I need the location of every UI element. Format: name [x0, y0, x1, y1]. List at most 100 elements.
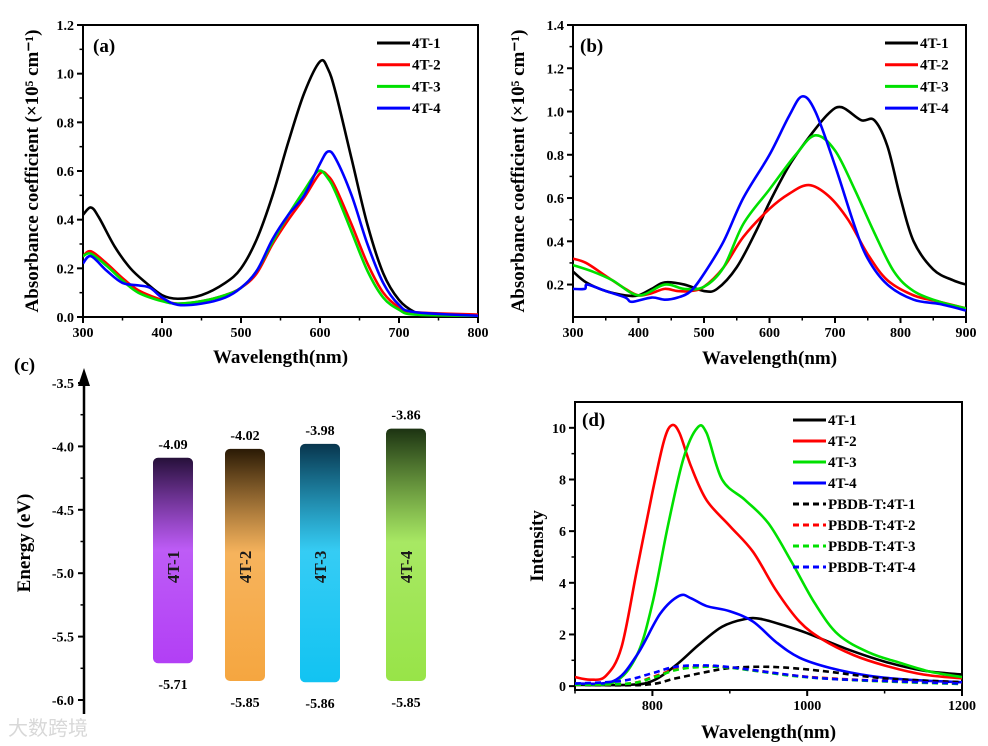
y-tick-label: 0.4: [547, 235, 565, 250]
x-axis-label: Wavelength(nm): [213, 347, 348, 368]
y-tick-label: -6.0: [52, 694, 74, 709]
energy-bar-4t-2: [225, 448, 265, 681]
series-line-pbdb-t-4t-1: [575, 665, 962, 687]
y-tick-label: 1.2: [57, 19, 75, 34]
x-tick-label: 300: [563, 326, 584, 341]
x-tick-label: 500: [231, 326, 252, 341]
y-tick-label: -3.5: [52, 377, 74, 392]
series-line-4t-3: [575, 424, 962, 686]
panel-label: (a): [93, 36, 115, 57]
energy-bar-4t-3: [300, 443, 340, 683]
x-tick-label: 500: [694, 326, 715, 341]
homo-label: -5.85: [391, 696, 420, 711]
x-tick-label: 700: [825, 326, 846, 341]
y-tick-label: 1.2: [547, 62, 565, 77]
watermark: 大数跨境: [8, 716, 88, 740]
y-tick-label: 0.8: [547, 149, 565, 164]
x-tick-label: 600: [759, 326, 780, 341]
y-tick-label: 8: [559, 473, 566, 488]
legend-label: 4T-3: [412, 79, 441, 95]
homo-label: -5.85: [230, 696, 259, 711]
axis-arrow-icon: [78, 368, 90, 386]
series-line-4t-3: [573, 134, 966, 310]
y-axis-label: Energy (eV): [14, 494, 35, 593]
y-tick-label: 0.2: [57, 262, 75, 277]
x-tick-label: 300: [73, 326, 94, 341]
lumo-label: -4.09: [158, 438, 187, 453]
legend-label: PBDB-T:4T-2: [828, 518, 916, 534]
x-axis-label: Wavelength(nm): [701, 722, 836, 743]
series-line-4t-3: [83, 169, 478, 317]
y-axis-label: Intensity: [527, 510, 548, 582]
x-tick-label: 400: [152, 326, 173, 341]
panel-label: (d): [582, 410, 605, 431]
y-tick-label: 10: [552, 422, 566, 437]
legend-label: PBDB-T:4T-3: [828, 539, 916, 555]
y-tick-label: -5.5: [52, 631, 74, 646]
series-group: [83, 58, 478, 317]
x-tick-label: 800: [642, 699, 663, 714]
y-tick-label: 1.0: [57, 68, 75, 83]
plot-frame: [572, 24, 967, 318]
lumo-label: -3.98: [305, 424, 334, 439]
legend-label: 4T-4: [828, 476, 857, 492]
x-tick-label: 1200: [948, 699, 976, 714]
plot-frame: [574, 401, 963, 691]
legend-label: 4T-1: [412, 36, 441, 52]
homo-label: -5.86: [305, 697, 334, 712]
y-tick-label: 0.2: [547, 279, 565, 294]
x-tick-label: 900: [956, 326, 977, 341]
y-tick-label: 1.0: [547, 106, 565, 121]
panel-label: (c): [14, 355, 35, 376]
y-tick-label: -5.0: [52, 567, 74, 582]
series-group: [575, 423, 962, 687]
y-tick-label: 0.6: [57, 165, 75, 180]
y-axis-label: Absorbance coefficient (×10⁵ cm⁻¹): [22, 30, 43, 313]
series-line-4t-1: [573, 105, 966, 298]
legend-label: 4T-1: [828, 413, 857, 429]
legend-label: 4T-3: [920, 79, 949, 95]
x-axis-label: Wavelength(nm): [702, 348, 837, 369]
series-line-4t-1: [83, 58, 478, 317]
series-line-4t-1: [575, 616, 962, 687]
legend-label: 4T-2: [412, 58, 441, 74]
bar-label: 4T-3: [311, 551, 330, 583]
x-tick-label: 800: [890, 326, 911, 341]
panel-d-photoluminescence: 800 1000 1200 0 2 4 6 8 10 Wavelength(nm) Intensit…: [527, 401, 976, 743]
x-tick-label: 600: [310, 326, 331, 341]
series-line-4t-4: [575, 593, 962, 686]
series-line-pbdb-t-4t-3: [575, 665, 962, 687]
energy-bar-4t-4: [386, 428, 426, 681]
series-line-4t-4: [573, 95, 966, 312]
series-line-4t-4: [83, 150, 478, 317]
x-tick-label: 1000: [793, 699, 821, 714]
legend-label: PBDB-T:4T-4: [828, 560, 916, 576]
y-tick-label: 6: [559, 525, 566, 540]
series-line-pbdb-t-4t-4: [575, 664, 962, 685]
x-tick-label: 400: [628, 326, 649, 341]
legend-label: PBDB-T:4T-1: [828, 497, 916, 513]
y-tick-label: 0: [559, 680, 566, 695]
y-tick-label: 1.4: [547, 19, 565, 34]
legend-label: 4T-1: [920, 36, 949, 52]
y-tick-label: 0.0: [57, 311, 75, 326]
bar-label: 4T-1: [164, 551, 183, 583]
panel-a-absorbance-solution: 300 400 500 600 700 800 0.0 0.2 0.4 0.6 0.8 1.0 1.2 W…: [22, 19, 489, 368]
y-tick-label: 2: [559, 628, 566, 643]
legend-label: 4T-2: [920, 58, 949, 74]
x-tick-label: 700: [389, 326, 410, 341]
legend-label: 4T-4: [412, 101, 441, 117]
panel-label: (b): [580, 36, 603, 57]
series-group: [573, 95, 966, 312]
panel-c-energy-levels: -6.0 -5.5 -5.0 -4.5 -4.0 -3.5 (c) Energy (eV) 4T…: [14, 355, 426, 714]
series-line-4t-2: [575, 423, 962, 682]
y-tick-label: 0.6: [547, 192, 565, 207]
y-axis-label: Absorbance coefficient (×10⁵ cm⁻¹): [508, 30, 529, 313]
legend-label: 4T-3: [828, 455, 857, 471]
y-tick-label: -4.0: [52, 440, 74, 455]
y-tick-label: 0.4: [57, 214, 75, 229]
legend-label: 4T-4: [920, 101, 949, 117]
lumo-label: -3.86: [391, 409, 420, 424]
bar-label: 4T-2: [236, 551, 255, 583]
